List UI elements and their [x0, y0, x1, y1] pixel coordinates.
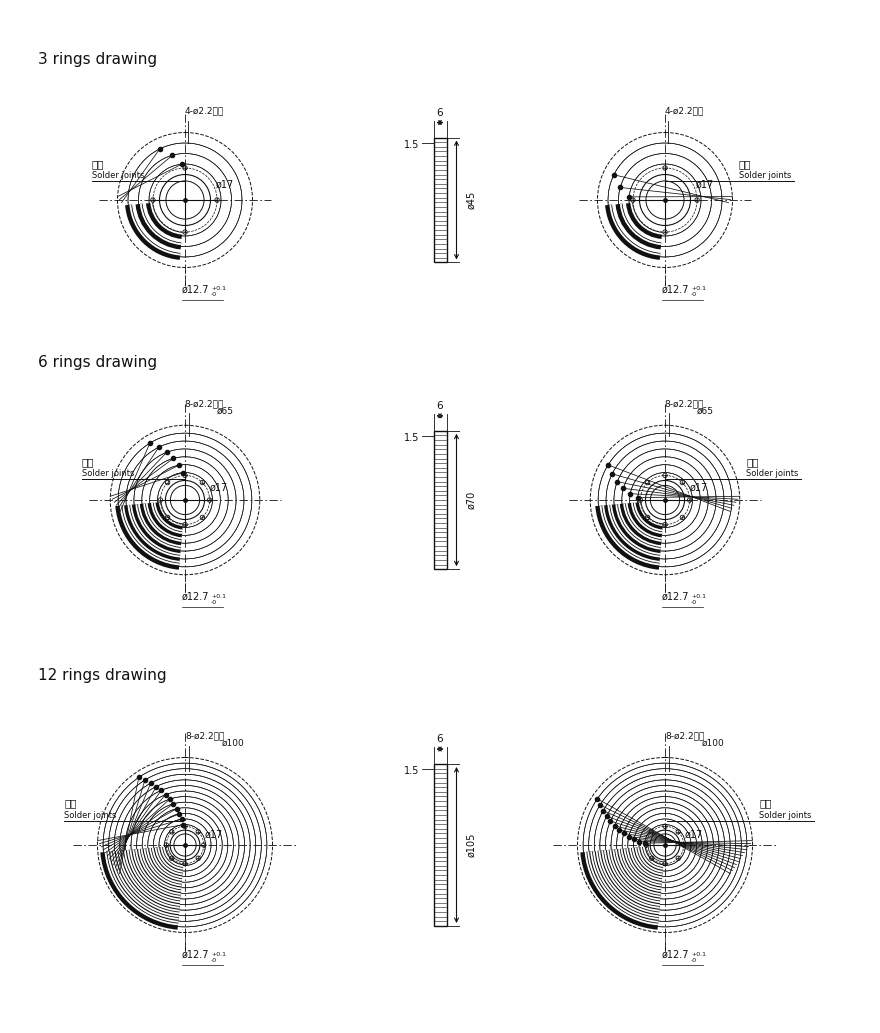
- Text: +0.1: +0.1: [691, 951, 706, 957]
- Text: +0.1: +0.1: [211, 286, 226, 291]
- Text: -0: -0: [211, 600, 217, 604]
- Text: +0.1: +0.1: [211, 594, 226, 599]
- Text: Solder joints: Solder joints: [82, 469, 135, 478]
- Text: Solder joints: Solder joints: [92, 171, 144, 180]
- Text: ø12.7: ø12.7: [662, 592, 690, 602]
- Text: ø12.7: ø12.7: [662, 949, 690, 960]
- Text: 6: 6: [436, 107, 444, 118]
- Text: -0: -0: [691, 958, 697, 963]
- Text: 6: 6: [436, 401, 444, 411]
- Text: ø17: ø17: [216, 180, 234, 189]
- Bar: [434, 137, 446, 262]
- Text: ø12.7: ø12.7: [662, 284, 690, 294]
- Text: ø70: ø70: [466, 491, 476, 509]
- Text: ø65: ø65: [696, 406, 714, 415]
- Text: ø100: ø100: [222, 739, 245, 748]
- Text: +0.1: +0.1: [211, 951, 226, 957]
- Text: 8-ø2.2均布: 8-ø2.2均布: [665, 731, 705, 741]
- Text: ø12.7: ø12.7: [182, 949, 209, 960]
- Text: -0: -0: [691, 600, 697, 604]
- Text: ø17: ø17: [690, 482, 708, 493]
- Text: ø17: ø17: [695, 180, 714, 189]
- Text: 焊点: 焊点: [746, 457, 759, 467]
- Bar: [434, 431, 446, 569]
- Text: -0: -0: [211, 958, 217, 963]
- Text: 1.5: 1.5: [404, 766, 419, 776]
- Text: -0: -0: [211, 292, 217, 298]
- Text: 焊点: 焊点: [64, 799, 77, 809]
- Text: ø45: ø45: [466, 191, 476, 209]
- Text: ø17: ø17: [205, 829, 224, 840]
- Text: 6: 6: [436, 734, 444, 744]
- Text: Solder joints: Solder joints: [64, 811, 117, 819]
- Text: 12 rings drawing: 12 rings drawing: [38, 668, 166, 683]
- Text: ø65: ø65: [216, 406, 233, 415]
- Bar: [434, 764, 446, 926]
- Text: -0: -0: [691, 292, 697, 298]
- Text: ø105: ø105: [466, 833, 476, 857]
- Text: 6 rings drawing: 6 rings drawing: [38, 355, 158, 370]
- Text: ø17: ø17: [209, 482, 228, 493]
- Text: ø17: ø17: [685, 829, 703, 840]
- Text: 焊点: 焊点: [82, 457, 94, 467]
- Text: 8-ø2.2均布: 8-ø2.2均布: [186, 731, 224, 741]
- Text: 1.5: 1.5: [404, 139, 419, 150]
- Text: 焊点: 焊点: [739, 159, 752, 169]
- Text: 8-ø2.2均布: 8-ø2.2均布: [185, 399, 224, 408]
- Text: 3 rings drawing: 3 rings drawing: [38, 52, 158, 67]
- Text: ø12.7: ø12.7: [182, 284, 209, 294]
- Text: Solder joints: Solder joints: [759, 811, 811, 819]
- Text: 焊点: 焊点: [759, 799, 772, 809]
- Text: ø100: ø100: [701, 739, 724, 748]
- Text: Solder joints: Solder joints: [739, 171, 791, 180]
- Text: 1.5: 1.5: [404, 433, 419, 443]
- Text: Solder joints: Solder joints: [746, 469, 799, 478]
- Text: 8-ø2.2均布: 8-ø2.2均布: [664, 399, 704, 408]
- Text: +0.1: +0.1: [691, 286, 706, 291]
- Text: 4-ø2.2均布: 4-ø2.2均布: [664, 106, 704, 116]
- Text: 4-ø2.2均布: 4-ø2.2均布: [185, 106, 224, 116]
- Text: 焊点: 焊点: [92, 159, 105, 169]
- Text: ø12.7: ø12.7: [182, 592, 209, 602]
- Text: +0.1: +0.1: [691, 594, 706, 599]
